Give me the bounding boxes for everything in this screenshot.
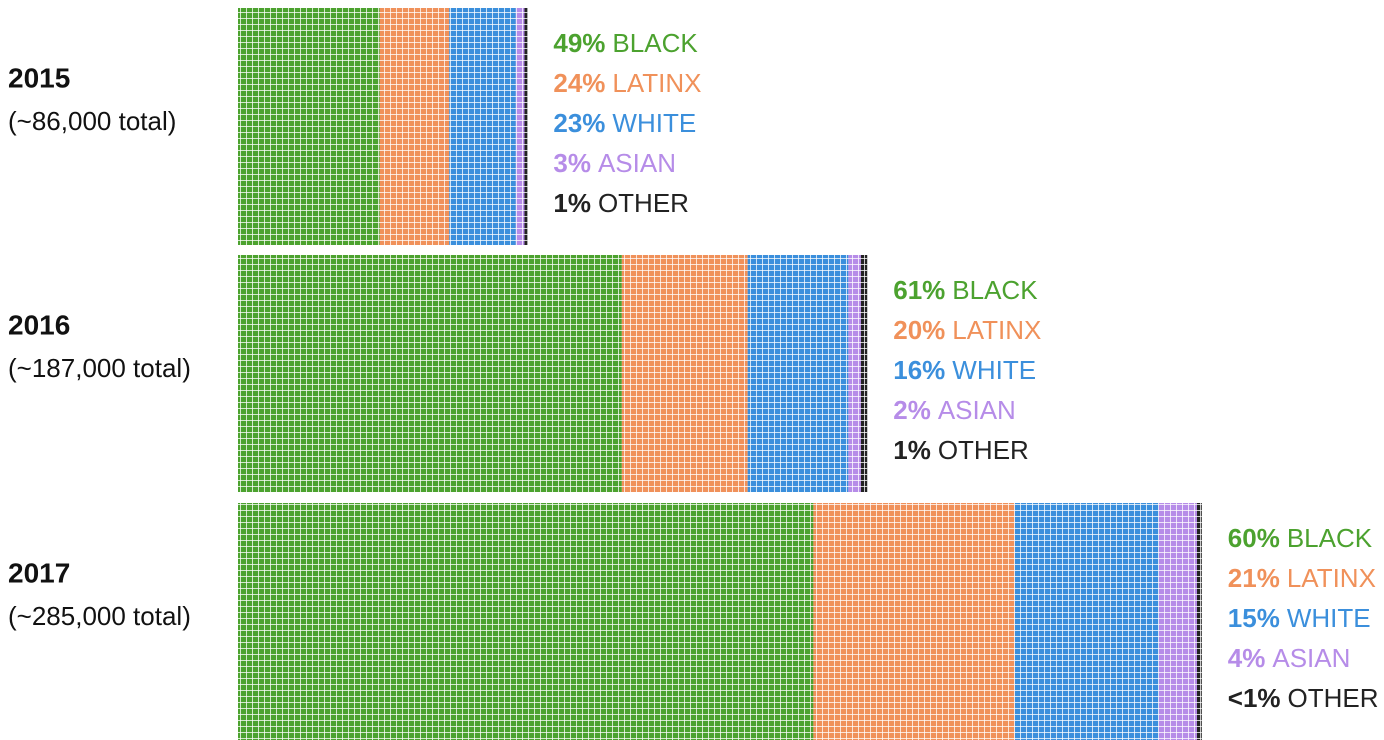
legend-name: WHITE [612,108,696,138]
legend-entry: 1% OTHER [553,188,689,218]
legend-entry: 49% BLACK [553,28,698,58]
legend-value: 21% [1228,563,1280,593]
legend-name: OTHER [1288,683,1379,713]
legend-name: ASIAN [598,148,676,178]
legend-entry: 1% OTHER [893,435,1029,465]
legend-name: WHITE [952,355,1036,385]
legend-value: 60% [1228,523,1280,553]
legend-value: 20% [893,315,945,345]
total-label: (~285,000 total) [8,601,191,631]
legend-name: BLACK [1287,523,1373,553]
total-label: (~86,000 total) [8,106,176,136]
legend-name: LATINX [612,68,701,98]
grid-overlay [238,503,1202,740]
grid-overlay [238,8,528,245]
legend-name: OTHER [598,188,689,218]
year-label: 2017 [8,557,70,588]
legend-value: 16% [893,355,945,385]
legend-entry: 61% BLACK [893,275,1038,305]
year-label: 2015 [8,62,70,93]
legend-name: ASIAN [938,395,1016,425]
legend-value: 2% [893,395,931,425]
legend-entry: 20% LATINX [893,315,1041,345]
legend-name: BLACK [952,275,1038,305]
year-label: 2016 [8,309,70,340]
legend-entry: 60% BLACK [1228,523,1373,553]
legend-entry: 15% WHITE [1228,603,1371,633]
legend-value: 1% [553,188,591,218]
grid-overlay [238,255,868,492]
legend-entry: 24% LATINX [553,68,701,98]
total-label: (~187,000 total) [8,353,191,383]
legend-value: 3% [553,148,591,178]
legend-name: LATINX [1287,563,1376,593]
legend-entry: 23% WHITE [553,108,696,138]
legend-name: LATINX [952,315,1041,345]
legend-value: 23% [553,108,605,138]
legend-entry: 16% WHITE [893,355,1036,385]
legend-value: 49% [553,28,605,58]
legend-value: 1% [893,435,931,465]
legend-name: BLACK [612,28,698,58]
legend-entry: 2% ASIAN [893,395,1016,425]
legend-value: 15% [1228,603,1280,633]
legend-entry: 21% LATINX [1228,563,1376,593]
legend-value: <1% [1228,683,1281,713]
legend-name: WHITE [1287,603,1371,633]
legend-name: OTHER [938,435,1029,465]
legend-entry: <1% OTHER [1228,683,1379,713]
legend-entry: 3% ASIAN [553,148,676,178]
legend-entry: 4% ASIAN [1228,643,1351,673]
legend-name: ASIAN [1272,643,1350,673]
legend-value: 61% [893,275,945,305]
legend-value: 24% [553,68,605,98]
legend-value: 4% [1228,643,1266,673]
